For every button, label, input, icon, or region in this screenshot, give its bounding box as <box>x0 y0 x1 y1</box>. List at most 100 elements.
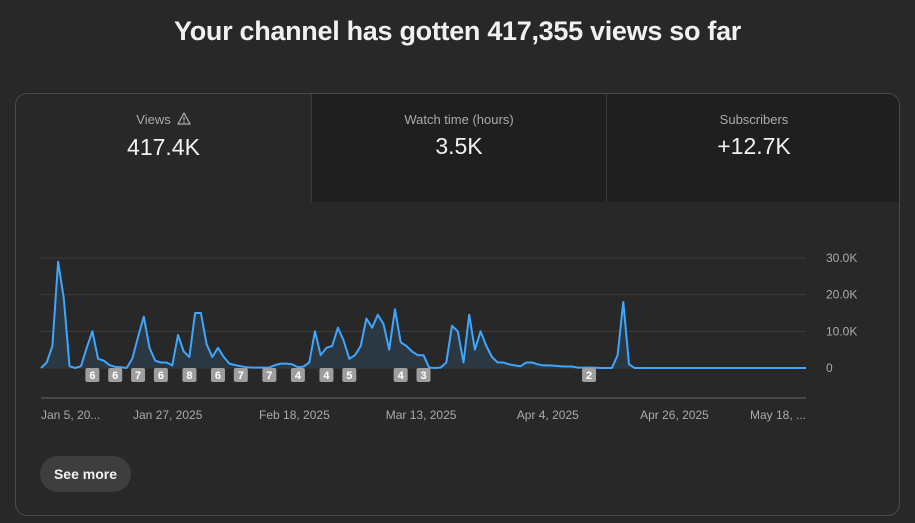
annotation-badge[interactable] <box>262 368 277 382</box>
data-point <box>651 367 653 369</box>
data-point <box>51 345 53 347</box>
data-point <box>668 367 670 369</box>
data-point <box>337 327 339 329</box>
data-point <box>782 367 784 369</box>
data-point <box>171 364 173 366</box>
tab-views-value: 417.4K <box>127 134 200 160</box>
data-point <box>308 361 310 363</box>
annotation-label: 7 <box>135 370 141 382</box>
tab-views[interactable]: Views 417.4K <box>16 94 311 202</box>
data-point <box>354 354 356 356</box>
annotation-badge[interactable] <box>342 368 357 382</box>
analytics-card: Views 417.4K Watch time (hours) 3.5K Sub… <box>15 93 900 516</box>
views-line-chart[interactable]: 0 10.0K 20.0K 30.0K 6 6 7 6 8 6 7 7 4 4 5 4 3 2 Jan 5, 20.… <box>16 202 900 432</box>
annotation-badge[interactable] <box>233 368 248 382</box>
annotation-label: 7 <box>238 370 244 382</box>
data-point <box>616 354 618 356</box>
data-point <box>765 367 767 369</box>
data-point <box>451 325 453 327</box>
tab-subscribers-label: Subscribers <box>719 112 789 127</box>
data-point <box>331 345 333 347</box>
data-point <box>228 362 230 364</box>
data-point <box>725 367 727 369</box>
data-point <box>125 367 127 369</box>
data-point <box>405 345 407 347</box>
annotation-badge[interactable] <box>108 368 123 382</box>
data-point <box>485 345 487 347</box>
data-point <box>108 364 110 366</box>
annotation-label: 4 <box>398 370 405 382</box>
data-point <box>628 363 630 365</box>
y-tick-label: 10.0K <box>826 324 857 338</box>
warning-icon[interactable] <box>177 112 191 128</box>
data-point <box>302 365 304 367</box>
data-point <box>491 356 493 358</box>
annotation-badge[interactable] <box>290 368 305 382</box>
data-point <box>257 366 259 368</box>
data-point <box>719 367 721 369</box>
data-point <box>177 334 179 336</box>
annotation-badge[interactable] <box>393 368 408 382</box>
annotation-badge[interactable] <box>416 368 431 382</box>
data-point <box>753 367 755 369</box>
tab-views-label-row: Views <box>16 112 311 128</box>
tab-watch-time[interactable]: Watch time (hours) 3.5K <box>311 94 606 202</box>
see-more-button[interactable]: See more <box>40 456 131 492</box>
annotation-badge[interactable] <box>153 368 168 382</box>
annotation-label: 4 <box>295 370 302 382</box>
data-point <box>114 366 116 368</box>
data-point <box>708 367 710 369</box>
data-point <box>148 347 150 349</box>
data-point <box>714 367 716 369</box>
data-point <box>342 339 344 341</box>
data-point <box>531 361 533 363</box>
data-point <box>691 367 693 369</box>
data-point <box>519 365 521 367</box>
annotation-badge[interactable] <box>319 368 334 382</box>
data-point <box>576 366 578 368</box>
data-point <box>417 354 419 356</box>
data-point <box>194 312 196 314</box>
data-point <box>445 361 447 363</box>
data-point <box>571 365 573 367</box>
annotation-label: 2 <box>586 370 592 382</box>
data-point <box>57 261 59 263</box>
annotation-label: 4 <box>323 370 330 382</box>
data-point <box>348 358 350 360</box>
tab-watch-time-label: Watch time (hours) <box>404 112 514 127</box>
tab-subscribers[interactable]: Subscribers +12.7K <box>606 94 899 202</box>
page-title: Your channel has gotten 417,355 views so… <box>173 16 741 46</box>
data-point <box>205 343 207 345</box>
data-point <box>748 367 750 369</box>
annotation-label: 6 <box>158 370 164 382</box>
data-point <box>771 367 773 369</box>
data-point <box>291 363 293 365</box>
data-point <box>394 308 396 310</box>
annotation-badge[interactable] <box>85 368 100 382</box>
y-tick-label: 20.0K <box>826 288 857 302</box>
annotation-label: 7 <box>266 370 272 382</box>
annotation-label: 6 <box>112 370 118 382</box>
data-point <box>274 364 276 366</box>
data-point <box>479 330 481 332</box>
data-point <box>736 367 738 369</box>
annotation-badge[interactable] <box>182 368 197 382</box>
annotation-badge[interactable] <box>582 368 597 382</box>
data-point <box>502 361 504 363</box>
x-tick-label: May 18, ... <box>750 408 806 422</box>
data-point <box>320 354 322 356</box>
data-point <box>497 361 499 363</box>
data-point <box>656 367 658 369</box>
data-point <box>742 367 744 369</box>
data-point <box>525 361 527 363</box>
data-point <box>679 367 681 369</box>
annotation-badge[interactable] <box>131 368 146 382</box>
data-point <box>223 356 225 358</box>
data-point <box>662 367 664 369</box>
data-point <box>400 341 402 343</box>
annotation-badge[interactable] <box>210 368 225 382</box>
data-point <box>434 367 436 369</box>
data-point <box>565 365 567 367</box>
metric-tabs: Views 417.4K Watch time (hours) 3.5K Sub… <box>16 94 899 202</box>
x-tick-label: Jan 5, 20... <box>41 408 100 422</box>
